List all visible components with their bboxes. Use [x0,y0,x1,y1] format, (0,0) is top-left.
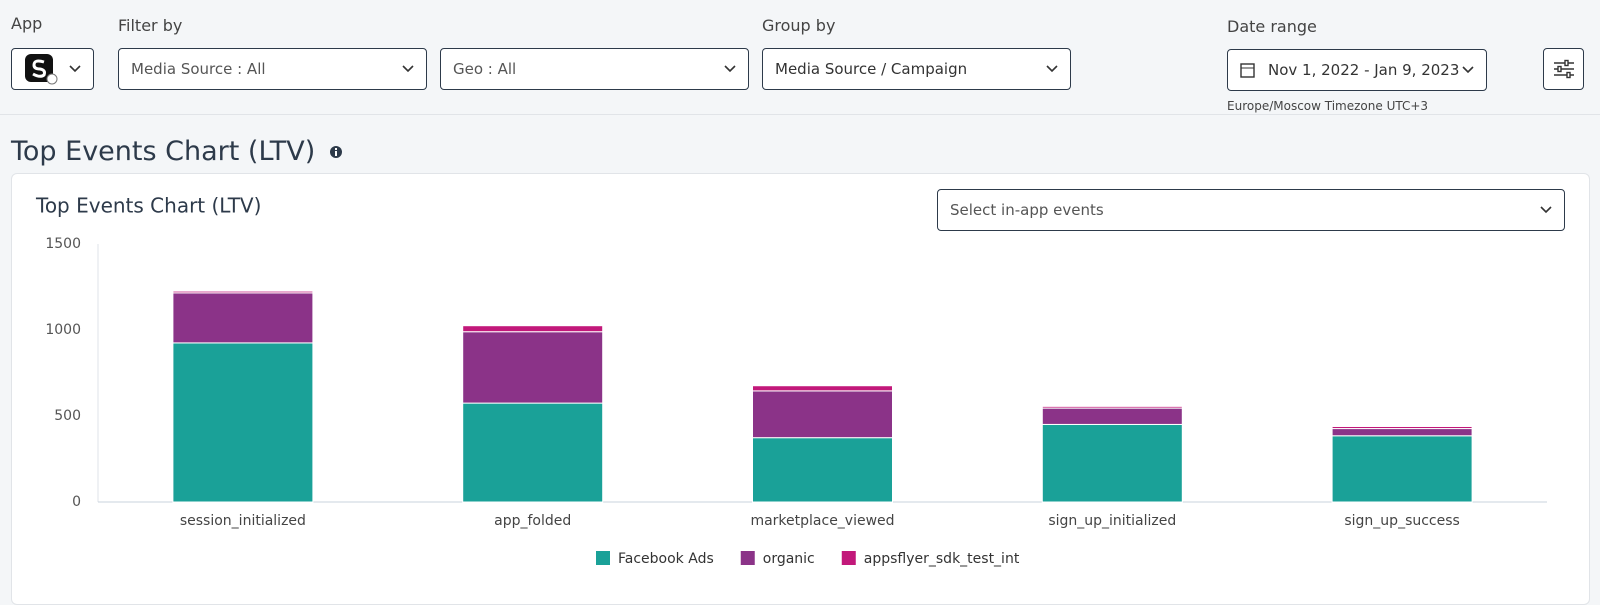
timezone: Europe/Moscow Timezone UTC+3 [1227,99,1429,113]
app-label: App [11,14,43,33]
chevron [1462,66,1474,74]
media-source-select[interactable]: Media Source : All [118,48,427,90]
app-select[interactable] [11,48,94,90]
date-select[interactable]: Nov 1, 2022 - Jan 9, 2023 [1227,49,1487,91]
select-placeholder: Select in-app events [950,201,1104,219]
section-title: Top Events Chart (LTV) [11,136,344,167]
app-icon [25,54,58,85]
event-select[interactable]: Select in-app events [937,189,1565,231]
select-value: Geo : All [453,60,517,78]
header-divider [0,114,1600,115]
select-value: Media Source / Campaign [775,60,968,78]
info-icon [329,146,342,158]
section-title-text: Top Events Chart (LTV) [11,136,316,167]
settings-icon [1553,59,1574,79]
chevron [1540,206,1552,214]
chevron [724,65,736,73]
select-value: Media Source : All [131,60,266,78]
page: App Filter by Media Source : All Geo : A… [0,14,1600,605]
geo-select[interactable]: Geo : All [440,48,749,90]
calendar-icon [1240,63,1255,78]
group-select[interactable]: Media Source / Campaign [762,48,1071,90]
chevron [402,65,414,73]
chevron [69,65,81,73]
filter-label: Filter by [118,16,183,35]
chart-card [11,173,1590,605]
date-label: Date range [1227,17,1317,36]
chevron [1046,65,1058,73]
settings-button[interactable] [1543,48,1584,90]
group-label: Group by [762,16,836,35]
select-value: Nov 1, 2022 - Jan 9, 2023 [1268,61,1460,79]
